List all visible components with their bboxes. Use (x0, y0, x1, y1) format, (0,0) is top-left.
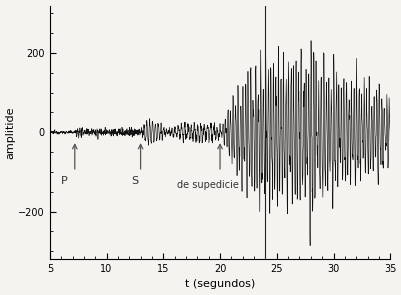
Y-axis label: amplitide: amplitide (6, 106, 16, 158)
Text: de supedicie: de supedicie (176, 180, 238, 190)
X-axis label: t (segundos): t (segundos) (184, 279, 255, 289)
Text: S: S (131, 176, 138, 186)
Text: P: P (61, 176, 68, 186)
